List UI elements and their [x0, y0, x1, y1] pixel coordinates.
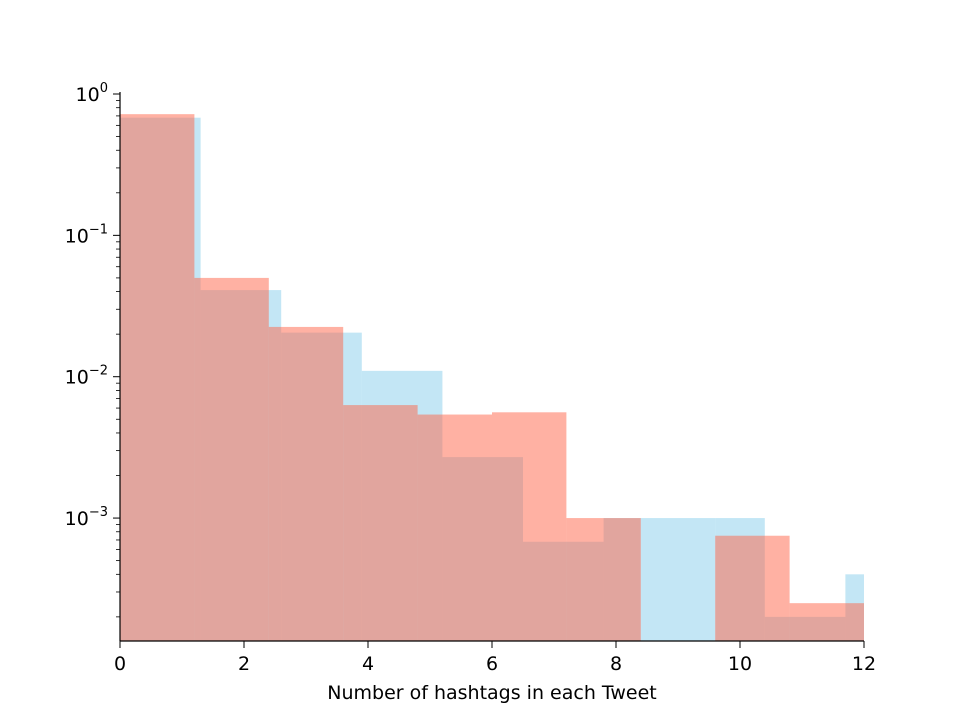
- x-tick-label: 0: [114, 653, 126, 675]
- bar-series-2-bin-9: [715, 535, 790, 641]
- y-tick-label: 10−2: [65, 364, 108, 389]
- bar-series-2-bin-5: [417, 414, 492, 641]
- x-tick-label: 4: [362, 653, 374, 675]
- bar-series-2-bin-6: [492, 412, 567, 641]
- bar-series-2-bin-7: [566, 518, 641, 641]
- x-tick-label: 6: [486, 653, 498, 675]
- y-tick-label: 10−1: [65, 222, 108, 247]
- bars-layer: [120, 114, 864, 642]
- bar-series-1-bin-8: [640, 518, 716, 641]
- bar-series-2-bin-3: [268, 326, 344, 641]
- x-axis-label: Number of hashtags in each Tweet: [327, 682, 657, 704]
- x-tick-label: 12: [852, 653, 876, 675]
- bar-series-2-bin-4: [343, 405, 418, 641]
- bar-series-2-bin-10: [789, 603, 864, 641]
- bar-series-2-bin-2: [194, 277, 269, 641]
- axes-layer: 0 2 4 6 8 10 12 100 10−1 10−2 10−3: [65, 81, 876, 675]
- x-tick-label: 10: [728, 653, 752, 675]
- y-tick-label: 100: [76, 81, 108, 106]
- x-tick-label: 2: [238, 653, 250, 675]
- x-tick-label: 8: [610, 653, 622, 675]
- bar-series-2-bin-1: [120, 114, 195, 642]
- y-tick-label: 10−3: [65, 505, 108, 530]
